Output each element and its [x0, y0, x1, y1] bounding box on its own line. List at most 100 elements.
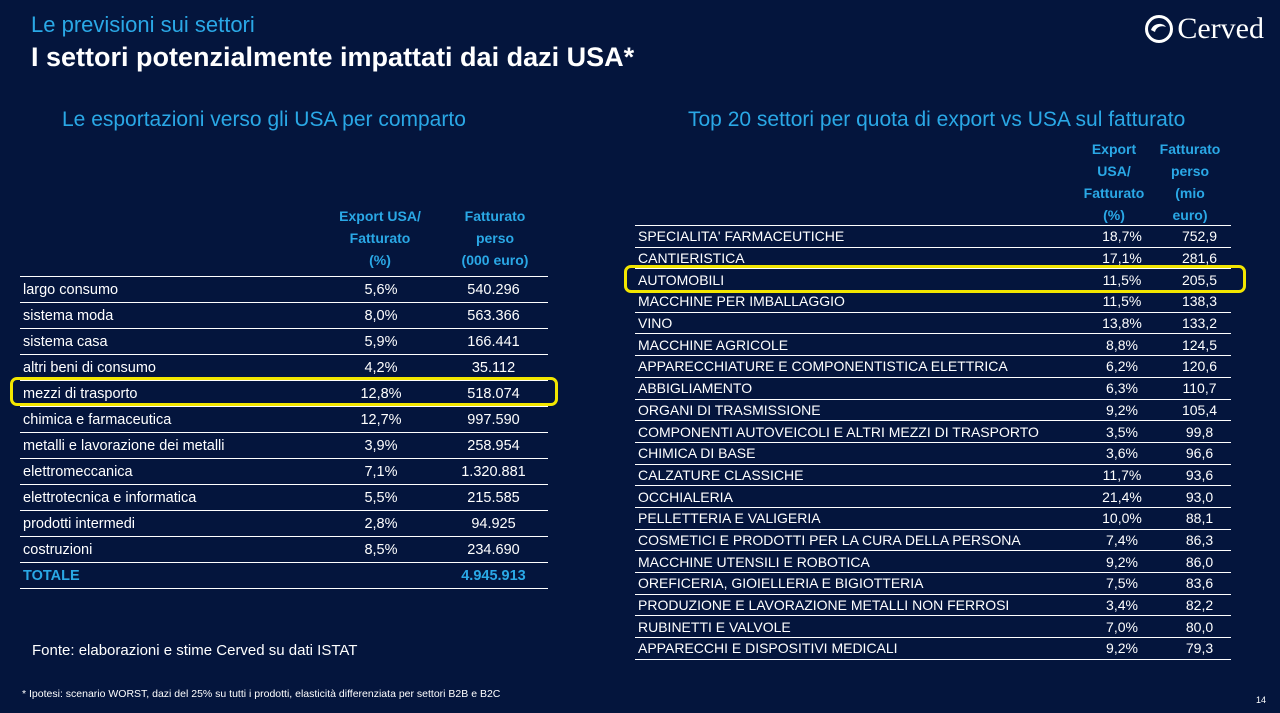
export-pct-cell: 17,1%	[1076, 247, 1165, 270]
export-pct-cell: 9,2%	[1076, 399, 1165, 422]
table-row: elettrotecnica e informatica 5,5% 215.585	[20, 484, 548, 511]
export-pct-cell: 11,5%	[1076, 290, 1165, 313]
lost-revenue-cell: 80,0	[1165, 615, 1231, 639]
sector-name-cell: sistema moda	[20, 302, 323, 329]
sector-name-cell: costruzioni	[20, 536, 323, 563]
sector-name-cell: MACCHINE PER IMBALLAGGIO	[635, 290, 1076, 313]
table-row: MACCHINE UTENSILI E ROBOTICA 9,2% 86,0	[635, 550, 1231, 573]
left-col2-header: Export USA/ Fatturato (%)	[330, 205, 430, 271]
lost-revenue-cell: 82,2	[1165, 594, 1231, 617]
export-pct-cell: 3,4%	[1076, 594, 1165, 617]
header-line: (%)	[1103, 207, 1125, 223]
sector-name-cell: TOTALE	[20, 562, 323, 589]
lost-revenue-cell: 1.320.881	[436, 458, 548, 485]
export-pct-cell: 21,4%	[1076, 485, 1165, 508]
table-row: metalli e lavorazione dei metalli 3,9% 258…	[20, 432, 548, 459]
cerved-logo-icon	[1145, 15, 1174, 43]
sector-name-cell: RUBINETTI E VALVOLE	[635, 615, 1076, 639]
sector-name-cell: COSMETICI E PRODOTTI PER LA CURA DELLA P…	[635, 529, 1076, 552]
table-row: altri beni di consumo 4,2% 35.112	[20, 354, 548, 381]
lost-revenue-cell: 563.366	[436, 302, 548, 329]
header-line: (%)	[369, 252, 391, 268]
header-line: Fatturato	[349, 230, 411, 246]
left-export-table: largo consumo 5,6% 540.296 sistema moda 8,0%…	[20, 276, 548, 589]
export-pct-cell: 3,5%	[1076, 420, 1165, 443]
sector-name-cell: PELLETTERIA E VALIGERIA	[635, 507, 1076, 530]
lost-revenue-cell: 258.954	[436, 432, 548, 459]
lost-revenue-cell: 93,6	[1165, 464, 1231, 487]
export-pct-cell: 8,0%	[323, 302, 436, 329]
header-line: Fatturato	[1159, 141, 1221, 157]
table-row: mezzi di trasporto 12,8% 518.074	[20, 380, 548, 407]
sector-name-cell: COMPONENTI AUTOVEICOLI E ALTRI MEZZI DI …	[635, 420, 1076, 443]
table-row: elettromeccanica 7,1% 1.320.881	[20, 458, 548, 485]
export-pct-cell: 12,8%	[323, 380, 436, 407]
lost-revenue-cell: 105,4	[1165, 399, 1231, 422]
table-row: RUBINETTI E VALVOLE 7,0% 80,0	[635, 615, 1231, 639]
lost-revenue-cell: 234.690	[436, 536, 548, 563]
sector-name-cell: ORGANI DI TRASMISSIONE	[635, 399, 1076, 422]
sector-name-cell: elettromeccanica	[20, 458, 323, 485]
sector-name-cell: VINO	[635, 312, 1076, 335]
export-pct-cell: 13,8%	[1076, 312, 1165, 335]
sector-name-cell: APPARECCHI E DISPOSITIVI MEDICALI	[635, 637, 1076, 660]
table-row: TOTALE 4.945.913	[20, 562, 548, 589]
table-row: MACCHINE PER IMBALLAGGIO 11,5% 138,3	[635, 290, 1231, 313]
lost-revenue-cell: 88,1	[1165, 507, 1231, 530]
highlight-mezzi-di-trasporto	[10, 377, 558, 406]
sector-name-cell: metalli e lavorazione dei metalli	[20, 432, 323, 459]
export-pct-cell	[323, 562, 436, 589]
export-pct-cell: 5,9%	[323, 328, 436, 355]
table-row: largo consumo 5,6% 540.296	[20, 276, 548, 303]
lost-revenue-cell: 752,9	[1165, 225, 1231, 248]
sector-name-cell: APPARECCHIATURE E COMPONENTISTICA ELETTR…	[635, 355, 1076, 378]
lost-revenue-cell: 99,8	[1165, 420, 1231, 443]
header-line: Export USA/	[339, 208, 421, 224]
header-line: perso	[1170, 163, 1210, 179]
sector-name-cell: MACCHINE UTENSILI E ROBOTICA	[635, 550, 1076, 573]
table-row: AUTOMOBILI 11,5% 205,5	[635, 268, 1231, 292]
lost-revenue-cell: 110,7	[1165, 377, 1231, 400]
lost-revenue-cell: 83,6	[1165, 572, 1231, 595]
logo: Cerved	[1145, 12, 1264, 46]
header-line: Export	[1091, 141, 1137, 157]
table-row: OREFICERIA, GIOIELLERIA E BIGIOTTERIA 7,5…	[635, 572, 1231, 595]
export-pct-cell: 7,1%	[323, 458, 436, 485]
sector-name-cell: mezzi di trasporto	[20, 380, 323, 407]
page-title: I settori potenzialmente impattati dai d…	[31, 42, 635, 72]
table-row: CANTIERISTICA 17,1% 281,6	[635, 247, 1231, 270]
export-pct-cell: 5,5%	[323, 484, 436, 511]
table-row: PRODUZIONE E LAVORAZIONE METALLI NON FER…	[635, 594, 1231, 617]
table-row: APPARECCHI E DISPOSITIVI MEDICALI 9,2% 79,…	[635, 637, 1231, 660]
table-row: ORGANI DI TRASMISSIONE 9,2% 105,4	[635, 399, 1231, 422]
table-row: VINO 13,8% 133,2	[635, 312, 1231, 335]
sector-name-cell: CANTIERISTICA	[635, 247, 1076, 270]
table-row: APPARECCHIATURE E COMPONENTISTICA ELETTR…	[635, 355, 1231, 378]
sector-name-cell: CHIMICA DI BASE	[635, 442, 1076, 465]
lost-revenue-cell: 93,0	[1165, 485, 1231, 508]
export-pct-cell: 9,2%	[1076, 550, 1165, 573]
lost-revenue-cell: 997.590	[436, 406, 548, 433]
sector-name-cell: largo consumo	[20, 276, 323, 303]
page-number: 14	[1255, 695, 1266, 705]
lost-revenue-cell: 281,6	[1165, 247, 1231, 270]
header-line: USA/	[1097, 163, 1131, 179]
export-pct-cell: 12,7%	[323, 406, 436, 433]
export-pct-cell: 7,4%	[1076, 529, 1165, 552]
export-pct-cell: 7,0%	[1076, 615, 1165, 639]
export-pct-cell: 9,2%	[1076, 637, 1165, 660]
lost-revenue-cell: 86,3	[1165, 529, 1231, 552]
right-col3-header: Fatturato perso (mio euro)	[1150, 138, 1230, 226]
header-line: (000 euro)	[461, 252, 529, 268]
table-row: prodotti intermedi 2,8% 94.925	[20, 510, 548, 537]
export-pct-cell: 3,9%	[323, 432, 436, 459]
lost-revenue-cell: 120,6	[1165, 355, 1231, 378]
lost-revenue-cell: 133,2	[1165, 312, 1231, 335]
header-line: perso	[475, 230, 515, 246]
export-pct-cell: 3,6%	[1076, 442, 1165, 465]
export-pct-cell: 8,5%	[323, 536, 436, 563]
sector-name-cell: prodotti intermedi	[20, 510, 323, 537]
export-pct-cell: 18,7%	[1076, 225, 1165, 248]
table-row: OCCHIALERIA 21,4% 93,0	[635, 485, 1231, 508]
export-pct-cell: 8,8%	[1076, 333, 1165, 357]
